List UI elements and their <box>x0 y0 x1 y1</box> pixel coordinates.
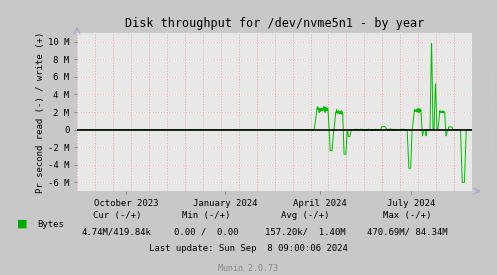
Text: Cur (-/+): Cur (-/+) <box>92 211 141 220</box>
Text: Bytes: Bytes <box>37 220 64 229</box>
Text: ■: ■ <box>17 219 28 229</box>
Y-axis label: Pr second read (-) / write (+): Pr second read (-) / write (+) <box>36 31 45 193</box>
Text: 0.00 /  0.00: 0.00 / 0.00 <box>174 228 239 237</box>
Text: Last update: Sun Sep  8 09:00:06 2024: Last update: Sun Sep 8 09:00:06 2024 <box>149 244 348 253</box>
Text: RRDTOOL / TOBI OETIKER: RRDTOOL / TOBI OETIKER <box>491 69 496 151</box>
Title: Disk throughput for /dev/nvme5n1 - by year: Disk throughput for /dev/nvme5n1 - by ye… <box>125 17 424 31</box>
Text: Avg (-/+): Avg (-/+) <box>281 211 330 220</box>
Text: 157.20k/  1.40M: 157.20k/ 1.40M <box>265 228 346 237</box>
Text: Min (-/+): Min (-/+) <box>182 211 231 220</box>
Text: 4.74M/419.84k: 4.74M/419.84k <box>82 228 152 237</box>
Text: 470.69M/ 84.34M: 470.69M/ 84.34M <box>367 228 448 237</box>
Text: Max (-/+): Max (-/+) <box>383 211 432 220</box>
Text: Munin 2.0.73: Munin 2.0.73 <box>219 264 278 273</box>
